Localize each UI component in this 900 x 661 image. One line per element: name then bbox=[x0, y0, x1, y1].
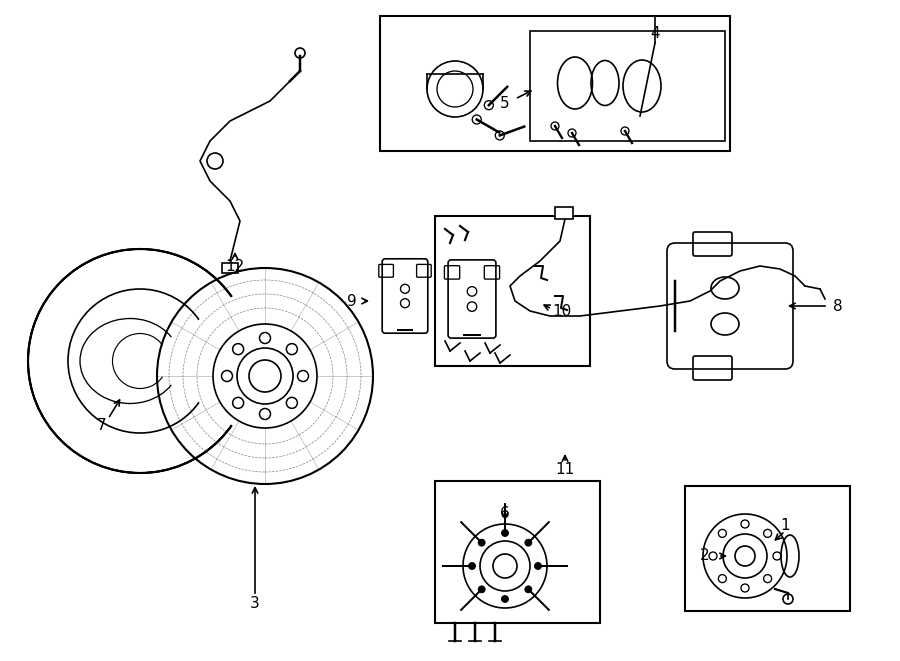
Circle shape bbox=[551, 122, 559, 130]
Circle shape bbox=[286, 397, 297, 408]
Circle shape bbox=[495, 131, 504, 140]
Circle shape bbox=[709, 552, 717, 560]
Circle shape bbox=[501, 596, 508, 602]
Bar bbox=[530, 31, 725, 141]
Circle shape bbox=[621, 127, 629, 135]
Circle shape bbox=[298, 371, 309, 381]
Circle shape bbox=[525, 586, 532, 593]
Bar bbox=[555, 207, 573, 219]
Circle shape bbox=[501, 529, 508, 537]
Text: 2: 2 bbox=[700, 549, 710, 563]
Text: 11: 11 bbox=[555, 461, 574, 477]
Circle shape bbox=[221, 371, 232, 381]
Circle shape bbox=[763, 574, 771, 582]
Circle shape bbox=[472, 115, 482, 124]
Circle shape bbox=[568, 129, 576, 137]
Bar bbox=[222, 263, 238, 273]
Text: 4: 4 bbox=[650, 26, 660, 40]
Circle shape bbox=[232, 397, 244, 408]
Bar bbox=[435, 481, 600, 623]
Circle shape bbox=[535, 563, 542, 570]
Text: 6: 6 bbox=[500, 506, 510, 520]
Circle shape bbox=[286, 344, 297, 355]
Circle shape bbox=[484, 100, 493, 110]
Circle shape bbox=[232, 344, 244, 355]
Text: 7: 7 bbox=[97, 418, 107, 434]
Text: 9: 9 bbox=[347, 293, 357, 309]
Wedge shape bbox=[200, 303, 255, 418]
Bar bbox=[435, 216, 590, 366]
Text: 1: 1 bbox=[780, 518, 790, 533]
Circle shape bbox=[493, 554, 517, 578]
Text: 12: 12 bbox=[225, 258, 245, 274]
Wedge shape bbox=[140, 292, 260, 430]
Text: 8: 8 bbox=[833, 299, 842, 313]
Circle shape bbox=[773, 552, 781, 560]
Circle shape bbox=[718, 529, 726, 537]
Circle shape bbox=[741, 520, 749, 528]
Circle shape bbox=[763, 529, 771, 537]
Text: 3: 3 bbox=[250, 596, 260, 611]
Circle shape bbox=[478, 586, 485, 593]
Circle shape bbox=[718, 574, 726, 582]
Bar bbox=[685, 486, 850, 611]
Circle shape bbox=[259, 332, 271, 344]
Circle shape bbox=[249, 360, 281, 392]
Bar bbox=[380, 16, 730, 151]
Circle shape bbox=[741, 584, 749, 592]
Text: 5: 5 bbox=[500, 95, 509, 110]
Circle shape bbox=[478, 539, 485, 546]
Circle shape bbox=[469, 563, 475, 570]
Circle shape bbox=[259, 408, 271, 420]
Text: 10: 10 bbox=[553, 303, 572, 319]
Circle shape bbox=[783, 594, 793, 604]
Circle shape bbox=[525, 539, 532, 546]
Circle shape bbox=[735, 546, 755, 566]
Circle shape bbox=[295, 48, 305, 58]
